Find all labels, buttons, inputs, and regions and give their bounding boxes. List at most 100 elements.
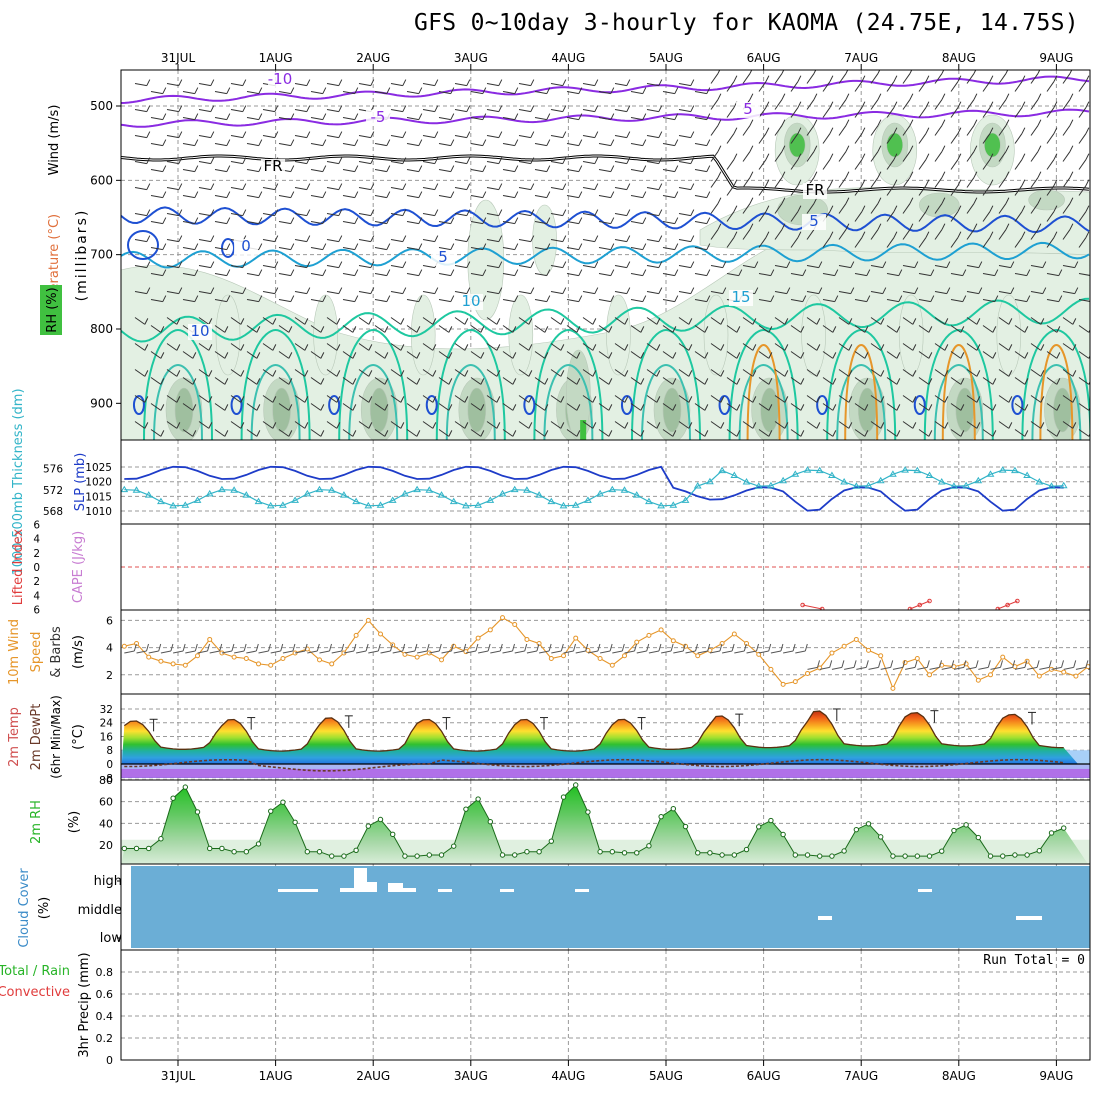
rh-marker <box>182 784 189 790</box>
rh-marker <box>560 794 567 800</box>
wind-barb <box>146 287 151 294</box>
rh-marker <box>878 834 884 840</box>
axis-label-2m-temp: 2m Temp <box>7 707 22 767</box>
wind-barb <box>1014 211 1023 222</box>
wind-barb <box>784 318 789 325</box>
thickness-marker <box>547 497 556 505</box>
wind-barb <box>534 143 547 147</box>
wind-barb <box>804 643 808 652</box>
wind-barb <box>374 247 387 251</box>
wind-speed-marker <box>756 651 762 657</box>
wind-barb <box>550 213 563 217</box>
wind-barb <box>614 265 627 269</box>
wind-speed-marker <box>158 658 164 664</box>
wind-barb <box>1021 231 1026 238</box>
wind-barb <box>272 422 277 429</box>
cloud-high-bar <box>401 888 416 892</box>
wind-barb <box>146 79 151 86</box>
wind-barb <box>290 269 295 276</box>
wind-barb <box>822 377 834 385</box>
wind-barb <box>640 352 645 359</box>
wind-barb <box>736 326 741 333</box>
wind-barb <box>182 429 194 437</box>
wind-barb <box>322 191 327 198</box>
wind-barb <box>781 223 786 230</box>
wind-barb <box>150 247 163 251</box>
wind-barb <box>178 79 183 86</box>
wind-barb <box>274 287 279 294</box>
wind-barb <box>358 83 371 87</box>
wind-barb <box>962 269 967 276</box>
wind-barb <box>150 429 162 437</box>
y-tick-label: 0 <box>106 759 113 771</box>
thickness-marker <box>901 466 910 473</box>
wind-barb <box>470 117 483 121</box>
wind-barb <box>224 352 229 359</box>
wind-barb <box>256 404 261 411</box>
wind-barb <box>950 429 962 437</box>
wind-barb <box>566 377 578 385</box>
wind-barb <box>957 179 962 186</box>
thickness-marker <box>828 471 836 479</box>
wind-barb <box>934 291 947 295</box>
wind-barb <box>210 235 215 242</box>
wind-barb <box>406 403 418 411</box>
wind-barb <box>198 187 211 191</box>
y-tick-label-li: 2 <box>33 548 40 560</box>
wind-barb <box>406 273 419 277</box>
series-lifted-index <box>909 600 930 610</box>
wind-barb <box>630 429 642 437</box>
wind-barb <box>626 105 631 112</box>
wind-barb <box>198 161 211 165</box>
wind-barb <box>838 229 847 240</box>
wind-barb <box>834 269 839 276</box>
wind-barb <box>749 119 754 126</box>
wind-barb <box>736 430 741 437</box>
wind-barb <box>982 273 995 277</box>
wind-barb <box>1037 197 1042 204</box>
wind-barb <box>646 135 659 139</box>
rh-marker <box>475 796 481 802</box>
wind-barb <box>678 187 691 191</box>
wind-barb <box>390 213 403 217</box>
rh-marker <box>597 849 603 855</box>
rh-marker <box>121 845 128 852</box>
thickness-marker <box>608 485 617 493</box>
wind-barb <box>1046 133 1055 144</box>
wind-barb <box>560 318 565 325</box>
wind-barb <box>976 318 981 325</box>
wind-barb <box>342 169 355 173</box>
rh-shade <box>606 294 631 376</box>
wind-barb <box>742 203 751 214</box>
rh-marker <box>914 853 921 859</box>
wind-barb <box>854 185 863 196</box>
wind-barb <box>870 421 882 429</box>
wind-barb <box>582 265 595 269</box>
wind-barb <box>1005 197 1010 204</box>
wind-barb <box>592 318 597 325</box>
wind-barb <box>598 221 611 225</box>
wind-barb <box>178 209 183 216</box>
wind-barb <box>374 221 387 225</box>
wind-barb <box>230 187 243 191</box>
wind-barb <box>1046 325 1058 333</box>
wind-barb <box>262 395 274 403</box>
wind-barb <box>925 179 930 186</box>
contour-label-bg <box>234 239 258 255</box>
temp-band-zero <box>121 763 1090 769</box>
y-tick-label-thickness: 576 <box>43 464 63 476</box>
rh-marker <box>963 822 969 828</box>
cloud-high-bar <box>388 883 403 892</box>
wind-barb <box>1040 318 1045 325</box>
wind-barb <box>720 318 725 325</box>
wind-barb <box>448 378 453 385</box>
wind-barb <box>1036 660 1040 668</box>
wind-barb <box>486 369 498 377</box>
wind-barb <box>1030 229 1039 240</box>
wind-barb <box>518 421 530 429</box>
wind-barb <box>886 429 898 437</box>
wind-barb <box>1078 299 1090 302</box>
wind-barb <box>480 326 485 333</box>
wind-barb <box>352 378 357 385</box>
wind-barb <box>893 75 898 82</box>
